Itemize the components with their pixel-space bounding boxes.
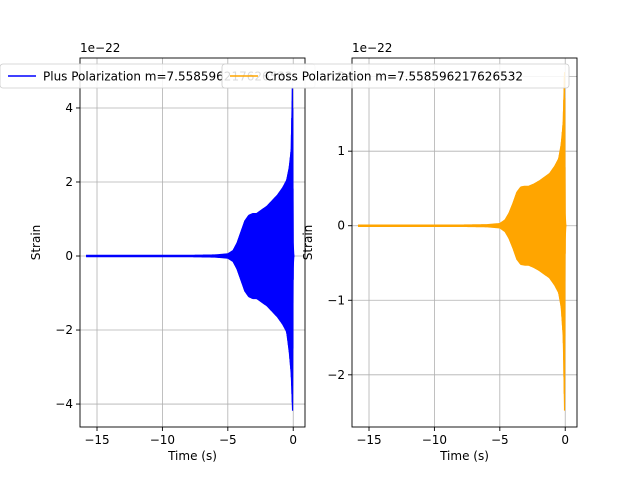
y-axis-label: Strain — [29, 225, 43, 261]
x-tick-label: −10 — [150, 433, 175, 447]
series-line — [85, 78, 295, 411]
axes-frame — [79, 57, 306, 428]
x-tick-label: −15 — [356, 433, 381, 447]
y-tick-label: 2 — [65, 175, 73, 189]
y-offset-label: 1e−22 — [352, 41, 392, 55]
waveform-envelope — [358, 72, 567, 408]
x-tick-label: −5 — [219, 433, 237, 447]
plus-polarization-panel: −15 −10 −5 0 −4 −2 0 2 4 1e−22 Time (s) Strain — [29, 41, 306, 463]
y-tick-label: 1 — [337, 144, 345, 158]
y-tick-label: 0 — [337, 219, 345, 233]
x-tick-label: −15 — [84, 433, 109, 447]
legend: Cross Polarization m=7.558596217626532 — [221, 63, 570, 89]
y-tick-label: 4 — [65, 101, 73, 115]
y-axis-label: Strain — [301, 225, 315, 261]
x-axis-label: Time (s) — [167, 449, 217, 463]
axes-frame — [351, 57, 578, 428]
y-tick-label: 0 — [65, 249, 73, 263]
waveform-envelope — [86, 78, 295, 410]
y-tick-label: −1 — [327, 293, 345, 307]
x-tick-label: −5 — [491, 433, 509, 447]
legend-label: Cross Polarization m=7.558596217626532 — [265, 70, 523, 84]
x-tick-label: 0 — [561, 433, 569, 447]
y-offset-label: 1e−22 — [80, 41, 120, 55]
series-line — [357, 72, 567, 411]
y-tick-label: −2 — [327, 368, 345, 382]
x-tick-label: 0 — [289, 433, 297, 447]
legend-box — [221, 63, 570, 89]
y-tick-label: −4 — [55, 397, 73, 411]
y-tick-label: −2 — [55, 323, 73, 337]
x-axis-label: Time (s) — [439, 449, 489, 463]
x-tick-label: −10 — [422, 433, 447, 447]
